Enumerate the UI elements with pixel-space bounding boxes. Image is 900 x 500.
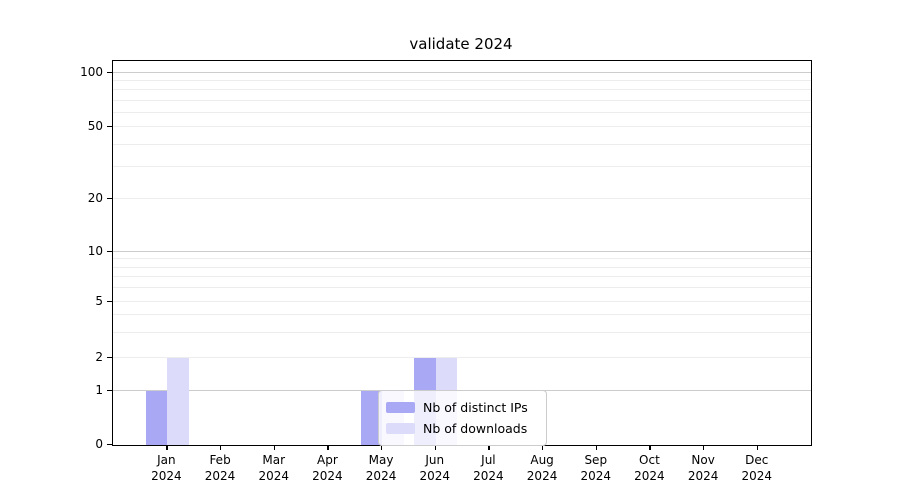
x-axis-tick-label: Jan 2024 [151, 453, 182, 483]
x-axis-tick [756, 445, 758, 450]
x-axis-tick [166, 445, 168, 450]
legend: Nb of distinct IPs Nb of downloads [378, 390, 547, 446]
gridline-minor [113, 198, 811, 199]
y-axis-tick-label: 5 [95, 293, 103, 308]
gridline-minor [113, 258, 811, 259]
y-axis-tick [107, 300, 112, 302]
gridline-minor [113, 111, 811, 113]
gridline-minor [113, 332, 811, 333]
gridline-minor [113, 143, 811, 145]
x-axis-tick-label: Jul 2024 [473, 453, 504, 483]
legend-label-distinct-ips: Nb of distinct IPs [423, 400, 528, 415]
y-axis-tick-label: 0 [95, 437, 103, 451]
x-axis-tick [703, 445, 705, 450]
gridline-minor [113, 287, 811, 289]
y-axis-tick-label: 2 [95, 350, 103, 364]
y-axis-tick-label: 20 [87, 191, 103, 205]
x-axis-tick-label: Nov 2024 [687, 453, 719, 483]
x-axis-tick [273, 445, 275, 450]
bar-downloads [167, 358, 189, 445]
y-axis-tick-label: 1 [95, 382, 103, 397]
legend-swatch-distinct-ips [386, 402, 415, 413]
plot-area: Nb of distinct IPs Nb of downloads [112, 60, 812, 446]
y-axis-tick [107, 357, 112, 359]
x-axis-tick [649, 445, 651, 450]
x-axis-tick-label: May 2024 [365, 453, 397, 483]
x-axis-tick [434, 445, 436, 450]
gridline-minor [113, 89, 811, 91]
gridline-minor [113, 166, 811, 168]
gridline-major [113, 250, 811, 252]
legend-label-downloads: Nb of downloads [423, 421, 528, 436]
x-axis-tick [381, 445, 383, 450]
y-axis-tick [107, 126, 112, 128]
y-axis-tick-label: 100 [80, 65, 103, 79]
x-axis-tick [488, 445, 490, 450]
x-axis-tick [542, 445, 544, 450]
x-axis-tick-label: Dec 2024 [741, 453, 773, 483]
y-axis-tick [107, 72, 112, 74]
x-axis-tick [327, 445, 329, 450]
y-axis-tick [107, 198, 112, 200]
legend-swatch-downloads [386, 423, 415, 434]
gridline-minor [113, 80, 811, 82]
bar-distinct-ips [360, 390, 383, 445]
y-axis-tick [107, 250, 112, 252]
gridline-major [113, 72, 811, 73]
gridline-minor [113, 300, 811, 302]
chart-title: validate 2024 [409, 35, 513, 53]
x-axis-tick [220, 445, 222, 450]
x-axis-tick-label: Jun 2024 [419, 453, 451, 483]
x-axis-tick-label: Oct 2024 [634, 453, 665, 483]
gridline-minor [113, 126, 811, 127]
gridline-minor [113, 266, 811, 268]
x-axis-tick-label: Aug 2024 [526, 453, 558, 483]
x-axis-tick [595, 445, 597, 450]
y-axis-tick-label: 50 [87, 119, 103, 133]
y-axis-tick [107, 444, 112, 446]
legend-item-distinct-ips: Nb of distinct IPs [386, 397, 538, 418]
x-axis-tick-label: Apr 2024 [312, 453, 343, 483]
x-axis-tick-label: Feb 2024 [204, 453, 236, 483]
gridline-minor [113, 99, 811, 101]
legend-item-downloads: Nb of downloads [386, 418, 538, 439]
x-axis-tick-label: Mar 2024 [258, 453, 289, 483]
gridline-minor [113, 276, 811, 278]
bar-distinct-ips [145, 390, 168, 445]
x-axis-tick-label: Sep 2024 [580, 453, 612, 483]
y-axis-tick [107, 389, 112, 391]
y-axis-tick-label: 10 [87, 243, 103, 258]
gridline-minor [113, 357, 811, 358]
gridline-minor [113, 314, 811, 316]
